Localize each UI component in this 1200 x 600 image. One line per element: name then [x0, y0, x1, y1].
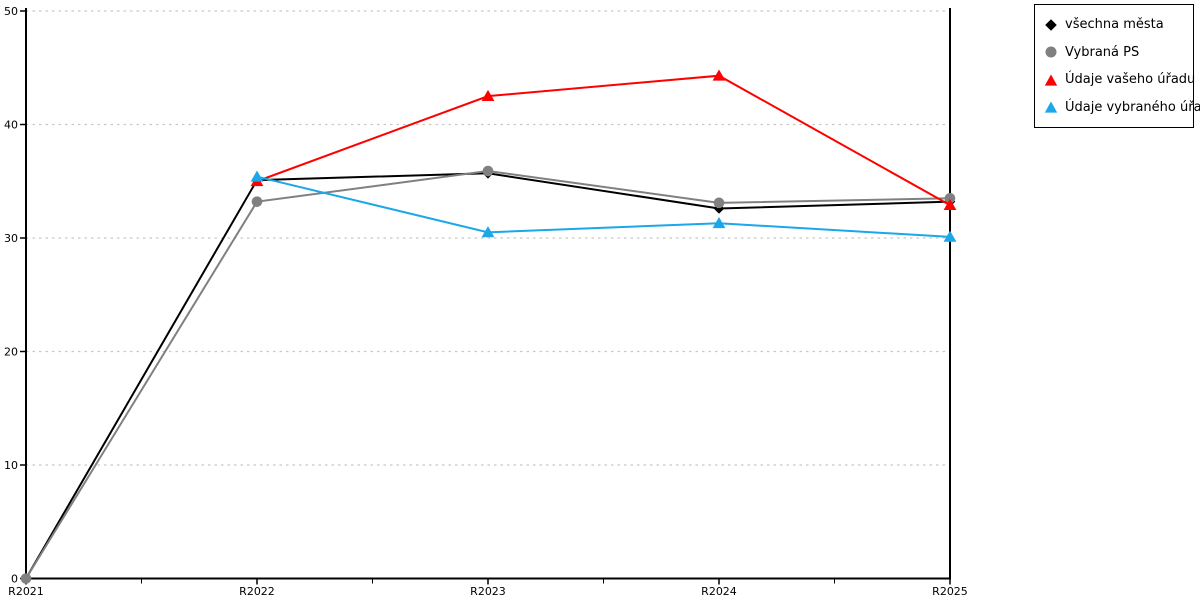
chart-legend: všechna města Vybraná PS Údaje vašeho úř… — [1034, 4, 1200, 128]
legend-item-vybrana-ps: Vybraná PS — [1044, 45, 1189, 60]
y-tick-label: 50 — [4, 5, 18, 18]
legend-label: Údaje vybraného úřadu — [1065, 99, 1200, 115]
x-axis-ticks: R2021 R2022 R2023 R2024 R2025 — [8, 578, 968, 598]
y-tick-label: 20 — [4, 346, 18, 359]
y-tick-label: 10 — [4, 459, 18, 472]
legend-item-udaje-vaseho-uradu: Údaje vašeho úřadu — [1044, 72, 1195, 87]
series-3 — [250, 170, 957, 242]
triangle-marker-icon — [1044, 73, 1058, 87]
y-axis-ticks: 0 10 20 30 40 50 — [4, 5, 26, 586]
circle-marker-icon — [1044, 45, 1058, 59]
series-2 — [250, 69, 957, 210]
x-tick-label: R2024 — [701, 585, 737, 598]
legend-label: Vybraná PS — [1065, 44, 1140, 60]
y-gridlines — [26, 10, 950, 466]
x-tick-label: R2021 — [8, 585, 44, 598]
x-tick-label: R2022 — [239, 585, 275, 598]
series-1 — [20, 165, 956, 584]
y-tick-label: 0 — [11, 573, 18, 586]
legend-item-udaje-vybraneho-uradu: Údaje vybraného úřadu — [1044, 100, 1200, 115]
diamond-marker-icon — [1044, 18, 1058, 32]
x-tick-label: R2023 — [470, 585, 506, 598]
y-tick-label: 40 — [4, 119, 18, 132]
x-tick-label: R2025 — [932, 585, 968, 598]
triangle-marker-icon — [1044, 100, 1058, 114]
y-tick-label: 30 — [4, 232, 18, 245]
legend-item-vsechna-mesta: všechna města — [1044, 17, 1189, 32]
legend-label: všechna města — [1065, 17, 1164, 33]
legend-label: Údaje vašeho úřadu — [1065, 72, 1196, 88]
